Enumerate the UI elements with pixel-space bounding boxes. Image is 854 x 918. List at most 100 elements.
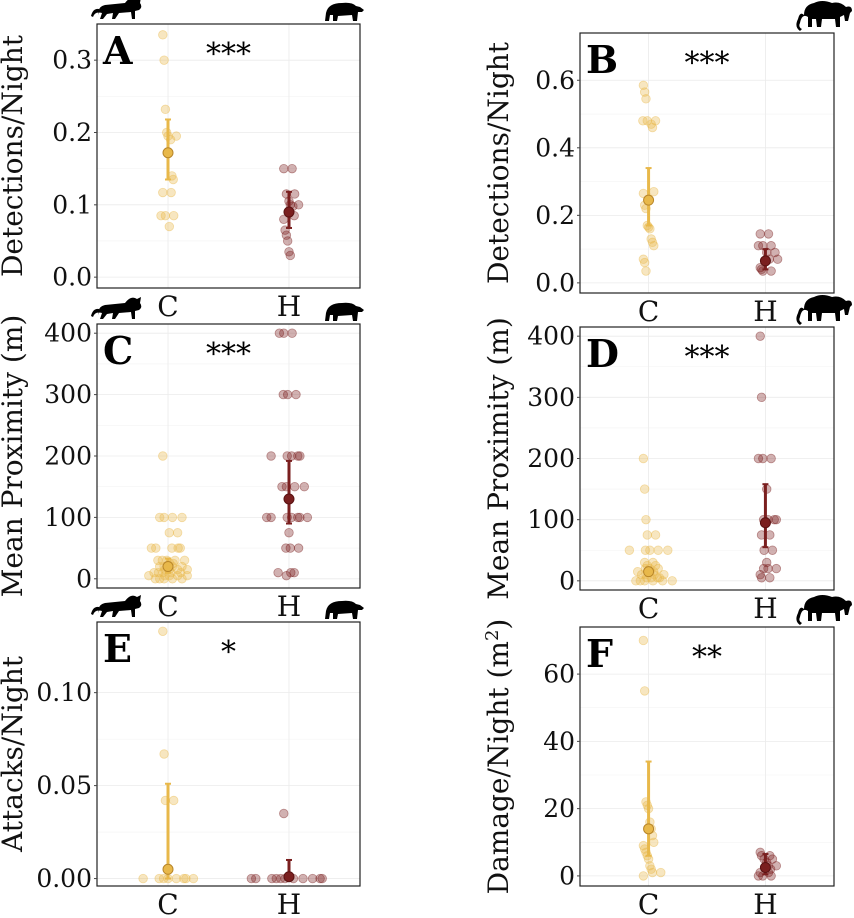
panel-d: 0 100 200 300 400 C H Mean Proximity (m) D *** — [482, 295, 852, 625]
data-point-h — [755, 229, 765, 239]
y-tick-label: 0.0 — [52, 263, 92, 292]
panel-letter: A — [102, 28, 133, 73]
data-point-h — [279, 328, 289, 338]
data-point-h — [261, 512, 272, 523]
y-tick-label: 0.4 — [535, 133, 575, 162]
x-tick-label-c: C — [157, 888, 178, 918]
data-point-h — [767, 545, 778, 555]
data-point-h — [763, 563, 773, 574]
data-point-c — [641, 514, 651, 525]
data-point-c — [639, 686, 650, 696]
data-point-h — [266, 512, 276, 523]
data-point-c — [159, 574, 169, 584]
data-point-h — [281, 230, 292, 240]
data-point-c — [650, 116, 661, 126]
data-point-c — [138, 873, 148, 884]
data-point-c — [641, 266, 651, 276]
y-axis-label-text: Mean Proximity (m) — [482, 317, 515, 600]
panel-letter: F — [586, 631, 613, 676]
y-axis-label: Mean Proximity (m) — [0, 315, 29, 598]
data-point-h — [298, 873, 308, 884]
x-tick-label-c: C — [638, 888, 659, 918]
mean-point-h — [759, 517, 771, 529]
significance-marker: *** — [206, 37, 251, 72]
data-point-c — [650, 560, 661, 571]
data-point-h — [281, 571, 292, 581]
y-tick-label: 0 — [559, 861, 575, 890]
data-point-c — [166, 187, 176, 198]
data-point-c — [173, 543, 183, 553]
data-point-h — [766, 241, 776, 251]
data-point-c — [645, 545, 655, 555]
data-point-c — [647, 867, 658, 878]
y-tick-label: 0.6 — [535, 66, 575, 95]
y-tick-label: 300 — [527, 383, 575, 412]
data-point-h — [766, 266, 776, 276]
data-point-c — [164, 221, 175, 232]
data-point-c — [151, 543, 161, 553]
data-point-c — [182, 564, 192, 575]
data-point-h — [753, 453, 764, 464]
x-tick-label-c: C — [157, 290, 178, 323]
data-point-c — [159, 55, 169, 65]
y-tick-label: 0 — [76, 564, 92, 593]
plot-frame — [96, 621, 361, 887]
data-point-h — [770, 247, 780, 258]
data-point-h — [753, 871, 764, 881]
elephant-silhouette-shape — [796, 295, 852, 325]
y-tick-label: 200 — [44, 442, 92, 471]
cat-silhouette-shape — [91, 595, 142, 617]
plot-frame — [579, 626, 835, 887]
data-point-h — [755, 570, 765, 580]
data-point-c — [170, 555, 180, 566]
data-point-h — [282, 236, 293, 246]
data-point-h — [772, 254, 783, 264]
data-point-c — [164, 528, 175, 538]
cat-silhouette-shape — [91, 297, 142, 319]
data-point-c — [158, 30, 168, 40]
data-point-c — [150, 574, 161, 584]
data-point-h — [771, 861, 782, 871]
data-point-h — [293, 512, 303, 523]
data-point-h — [315, 873, 325, 884]
data-point-h — [286, 567, 296, 578]
elephant-silhouette-shape — [796, 1, 852, 31]
data-point-c — [663, 545, 673, 555]
data-point-c — [639, 257, 650, 268]
x-tick-label-h: H — [753, 888, 777, 918]
data-point-h — [295, 451, 305, 461]
significance-marker: * — [221, 635, 236, 670]
data-point-c — [648, 557, 658, 568]
y-axis-label-text: Mean Proximity (m) — [0, 315, 29, 598]
panel-a: 0.0 0.1 0.2 0.3 C H Detections/Night A *** — [0, 0, 364, 323]
elephant-silhouette-icon — [796, 1, 852, 31]
plot-background — [580, 627, 834, 886]
y-tick-label: 0.10 — [36, 678, 92, 707]
data-point-c — [647, 122, 658, 133]
data-point-c — [657, 576, 668, 586]
y-tick-label: 20 — [543, 794, 575, 823]
data-point-c — [648, 576, 658, 586]
cat-silhouette-icon — [91, 297, 142, 319]
mean-point-c — [643, 823, 655, 835]
mean-point-h — [283, 206, 295, 218]
bear-silhouette-icon — [325, 302, 364, 321]
mean-point-c — [162, 863, 174, 875]
cat-silhouette-icon — [91, 595, 142, 617]
data-point-c — [160, 104, 171, 115]
data-point-c — [652, 573, 663, 583]
data-point-h — [266, 451, 276, 461]
data-point-h — [279, 808, 289, 819]
data-point-c — [155, 574, 165, 584]
x-tick-label-h: H — [277, 590, 301, 623]
data-point-c — [181, 873, 191, 884]
y-tick-label: 0.1 — [52, 190, 92, 219]
y-axis-label: Detections/Night — [0, 34, 29, 277]
data-point-h — [279, 163, 289, 174]
y-tick-label: 200 — [527, 444, 575, 473]
y-tick-label: 0.0 — [535, 268, 575, 297]
data-point-c — [638, 254, 649, 264]
significance-marker: *** — [685, 340, 730, 375]
y-tick-label: 60 — [543, 660, 575, 689]
